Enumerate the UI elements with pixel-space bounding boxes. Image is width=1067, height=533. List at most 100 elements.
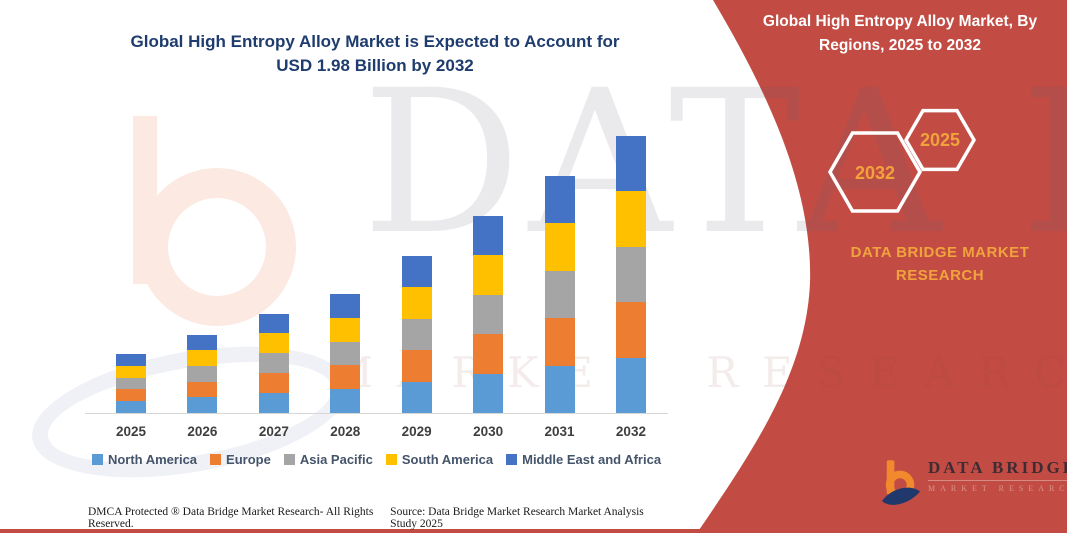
bar-segment-europe-2032 (615, 302, 646, 358)
legend-item-north-america: North America (91, 452, 198, 467)
bar-segment-north-america-2029 (401, 381, 432, 413)
bar-segment-asia-pacific-2025 (116, 377, 146, 390)
legend-item-middle-east-and-africa: Middle East and Africa (506, 452, 661, 467)
bar-segment-europe-2025 (116, 389, 146, 402)
legend-swatch-europe (210, 454, 222, 465)
side-panel (697, 0, 1067, 533)
panel-heading-line1: Global High Entropy Alloy Market, By (762, 13, 1038, 30)
bar-chart (114, 128, 648, 413)
bar-stack-2029 (401, 256, 432, 413)
bar-segment-middle-east-and-africa-2032 (615, 136, 646, 192)
x-axis-label-2026: 2026 (187, 424, 218, 439)
panel-heading: Global High Entropy Alloy Market, By Reg… (745, 10, 1055, 58)
bar-segment-europe-2027 (258, 373, 289, 394)
x-axis-label-2030: 2030 (473, 424, 504, 439)
bar-segment-south-america-2026 (187, 350, 218, 366)
bar-segment-middle-east-and-africa-2028 (330, 294, 361, 318)
brand-name-line2: RESEARCH (895, 267, 985, 284)
bar-segment-north-america-2028 (330, 389, 361, 413)
legend-item-south-america: South America (385, 452, 494, 467)
legend-swatch-middle-east-and-africa (506, 454, 518, 465)
legend-item-europe: Europe (210, 452, 271, 467)
hexagon-2025 (903, 108, 977, 172)
bar-segment-north-america-2025 (116, 401, 146, 413)
logo-title: DATA BRIDGE (928, 458, 1067, 481)
footer: DMCA Protected ® Data Bridge Market Rese… (88, 506, 670, 530)
bar-segment-asia-pacific-2031 (544, 270, 575, 318)
bar-segment-europe-2026 (187, 381, 218, 398)
bar-column-2025 (114, 354, 148, 413)
badge-2032-label: 2032 (855, 163, 895, 183)
legend-label-asia-pacific: Asia Pacific (299, 452, 373, 467)
hexagon-2032 (827, 131, 923, 213)
bar-segment-asia-pacific-2029 (401, 318, 432, 351)
data-bridge-b-icon (882, 460, 920, 505)
bar-stack-2025 (116, 354, 146, 413)
legend: North America Europe Asia Pacific South Ame… (85, 452, 668, 467)
bar-segment-south-america-2028 (330, 317, 361, 342)
bar-segment-south-america-2032 (615, 191, 646, 247)
legend-label-europe: Europe (226, 452, 271, 467)
bar-segment-europe-2028 (330, 365, 361, 390)
bar-segment-south-america-2029 (401, 287, 432, 319)
bar-stack-2031 (544, 175, 575, 413)
bar-segment-middle-east-and-africa-2031 (544, 175, 575, 223)
bar-segment-europe-2031 (544, 318, 575, 366)
bar-column-2031 (543, 175, 577, 413)
legend-label-middle-east-and-africa: Middle East and Africa (522, 452, 662, 467)
hexagon-badges: 2032 2025 (827, 108, 977, 213)
bottom-strip (0, 529, 1067, 533)
bar-column-2029 (400, 256, 434, 413)
x-axis-label-2028: 2028 (330, 424, 361, 439)
bar-segment-europe-2030 (473, 334, 504, 374)
bar-stack-2026 (187, 334, 218, 413)
logo-subtitle: MARKET RESEARCH (928, 484, 1067, 493)
page-title: Global High Entropy Alloy Market is Expe… (120, 30, 630, 78)
bar-segment-south-america-2025 (116, 365, 146, 378)
bar-segment-north-america-2031 (544, 365, 575, 413)
bar-segment-middle-east-and-africa-2025 (116, 354, 146, 366)
bar-stack-2030 (473, 215, 504, 413)
bar-stack-2027 (258, 313, 289, 413)
bar-segment-south-america-2027 (258, 333, 289, 354)
legend-swatch-north-america (91, 454, 103, 465)
bar-segment-north-america-2027 (258, 393, 289, 413)
bar-stack-2028 (330, 294, 361, 413)
panel-heading-line2: Regions, 2025 to 2032 (819, 37, 981, 54)
bar-column-2028 (328, 294, 362, 413)
bar-segment-asia-pacific-2026 (187, 365, 218, 382)
brand-name: DATA BRIDGE MARKET RESEARCH (790, 241, 1067, 287)
x-axis-label-2029: 2029 (401, 424, 432, 439)
bar-segment-asia-pacific-2027 (258, 353, 289, 374)
x-axis-label-2027: 2027 (258, 424, 289, 439)
bar-segment-north-america-2032 (615, 357, 646, 413)
bar-segment-europe-2029 (401, 350, 432, 382)
bar-segment-north-america-2026 (187, 397, 218, 413)
x-axis-label-2032: 2032 (615, 424, 646, 439)
page-title-line1: Global High Entropy Alloy Market is Expe… (130, 32, 620, 51)
bar-column-2026 (185, 334, 219, 413)
legend-item-asia-pacific: Asia Pacific (283, 452, 373, 467)
bar-segment-middle-east-and-africa-2026 (187, 334, 218, 351)
bar-column-2027 (257, 313, 291, 413)
axis-baseline (85, 413, 668, 414)
bar-segment-north-america-2030 (473, 373, 504, 413)
dbmr-logo: DATA BRIDGE MARKET RESEARCH (882, 458, 1067, 508)
bar-segment-middle-east-and-africa-2029 (401, 256, 432, 288)
bar-segment-middle-east-and-africa-2030 (473, 215, 504, 255)
bar-stack-2032 (615, 136, 646, 413)
bar-column-2032 (614, 136, 648, 413)
bar-segment-asia-pacific-2030 (473, 294, 504, 334)
bar-segment-asia-pacific-2028 (330, 341, 361, 366)
legend-label-north-america: North America (107, 452, 198, 467)
page-title-line2: USD 1.98 Billion by 2032 (276, 56, 474, 75)
legend-label-south-america: South America (401, 452, 494, 467)
legend-swatch-asia-pacific (283, 454, 295, 465)
brand-name-line1: DATA BRIDGE MARKET (850, 244, 1030, 261)
dmca-text: DMCA Protected ® Data Bridge Market Rese… (88, 506, 374, 530)
bar-column-2030 (471, 215, 505, 413)
legend-swatch-south-america (385, 454, 397, 465)
bar-segment-asia-pacific-2032 (615, 246, 646, 303)
